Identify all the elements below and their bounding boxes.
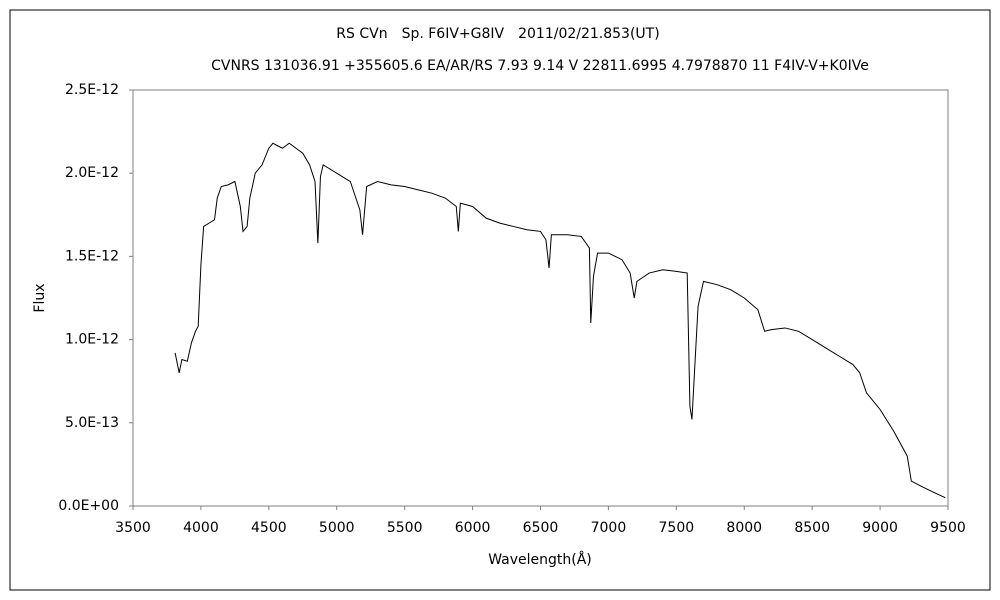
y-axis-label: Flux: [32, 283, 48, 312]
chart-title: RS CVn Sp. F6IV+G8IV 2011/02/21.853(UT): [336, 26, 659, 42]
x-tick-label: 7500: [659, 520, 695, 536]
x-tick-label: 9000: [862, 520, 898, 536]
y-tick-label: 2.5E-12: [65, 82, 119, 98]
x-axis-label: Wavelength(Å): [488, 551, 592, 568]
x-tick-label: 6500: [523, 520, 559, 536]
x-tick-label: 4500: [251, 520, 287, 536]
y-tick-label: 1.0E-12: [65, 332, 119, 348]
x-tick-label: 5500: [387, 520, 423, 536]
y-tick-label: 2.0E-12: [65, 165, 119, 181]
x-tick-label: 6000: [455, 520, 491, 536]
x-tick-label: 8000: [726, 520, 762, 536]
x-tick-label: 3500: [115, 520, 151, 536]
y-tick-label: 0.0E+00: [58, 498, 119, 514]
x-tick-label: 8500: [794, 520, 830, 536]
spectrum-line: [174, 142, 946, 499]
y-tick-label: 1.5E-12: [65, 248, 119, 264]
x-tick-label: 7000: [591, 520, 627, 536]
chart-subtitle: CVNRS 131036.91 +355605.6 EA/AR/RS 7.93 …: [211, 58, 869, 74]
chart-border: [9, 9, 991, 591]
x-tick-label: 9500: [930, 520, 966, 536]
y-tick-label: 5.0E-13: [65, 415, 119, 431]
x-tick-label: 4000: [183, 520, 219, 536]
x-tick-label: 5000: [319, 520, 355, 536]
